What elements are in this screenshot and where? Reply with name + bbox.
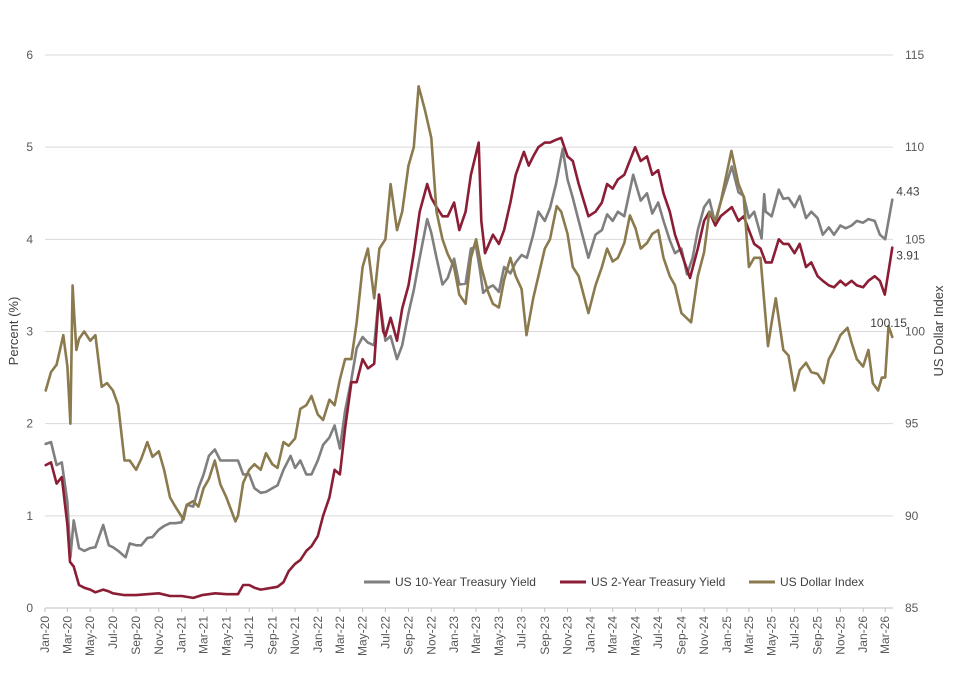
x-tick-label: Sep-21 [265, 616, 279, 655]
x-tick-label: Nov-25 [833, 616, 847, 655]
right-axis-title: US Dollar Index [931, 285, 946, 377]
y-tick-label: 6 [26, 48, 33, 62]
x-tick-label: Jan-23 [447, 616, 461, 653]
x-tick-label: Jan-24 [583, 616, 597, 653]
legend-label-10y: US 10-Year Treasury Yield [395, 575, 536, 589]
x-tick-label: Sep-23 [538, 616, 552, 655]
x-tick-label: Mar-26 [878, 616, 892, 654]
x-tick-label: Jan-26 [856, 616, 870, 653]
y-tick-label: 0 [26, 601, 33, 615]
x-tick-label: Mar-24 [606, 616, 620, 654]
x-tick-label: Nov-20 [152, 616, 166, 655]
end-value-label: 100.15 [870, 316, 907, 330]
x-tick-label: May-24 [628, 616, 642, 656]
legend-label-2y: US 2-Year Treasury Yield [591, 575, 725, 589]
x-axis: Jan-20 Mar-20 May-20 Jul-20 Sep-20 Nov-20 Jan-… [38, 607, 893, 656]
x-tick-label: Sep-24 [674, 616, 688, 655]
x-tick-label: Jul-25 [787, 616, 801, 649]
y2-tick-label: 115 [905, 48, 924, 62]
series-lines [44, 85, 894, 600]
x-tick-label: May-22 [356, 616, 370, 656]
x-tick-label: Jan-25 [720, 616, 734, 653]
x-tick-label: Jan-22 [311, 616, 325, 653]
y-tick-label: 5 [26, 140, 33, 154]
y2-tick-label: 100 [905, 325, 925, 339]
end-value-labels: 4.43 3.91 100.15 [870, 185, 920, 330]
right-y-axis: 85 90 95 100 105 110 115 [905, 48, 925, 615]
y-tick-label: 2 [26, 417, 33, 431]
x-tick-label: Mar-20 [60, 616, 74, 654]
x-tick-label: Jan-21 [175, 616, 189, 653]
x-tick-label: Mar-23 [469, 616, 483, 654]
y2-tick-label: 90 [905, 509, 919, 523]
y2-tick-label: 105 [905, 232, 925, 246]
x-tick-label: Jul-23 [515, 616, 529, 649]
x-tick-label: Nov-22 [424, 616, 438, 655]
y2-tick-label: 95 [905, 417, 919, 431]
x-tick-label: Mar-25 [742, 616, 756, 654]
series-dollar-index-line [44, 85, 894, 523]
y-tick-label: 3 [26, 325, 33, 339]
series-2y-yield-line [44, 136, 894, 600]
x-tick-label: Jul-20 [106, 616, 120, 649]
left-y-axis: 0 1 2 3 4 5 6 [26, 48, 33, 615]
x-tick-label: Jul-22 [378, 616, 392, 649]
x-tick-label: Jul-21 [242, 616, 256, 649]
x-tick-label: May-20 [83, 616, 97, 656]
legend: US 10-Year Treasury Yield US 2-Year Trea… [364, 575, 864, 589]
y-tick-label: 1 [26, 509, 33, 523]
y2-tick-label: 110 [905, 140, 924, 154]
x-tick-label: Nov-24 [697, 616, 711, 655]
x-tick-label: May-23 [492, 616, 506, 656]
gridlines [45, 54, 893, 609]
x-tick-label: Mar-21 [197, 616, 211, 654]
x-tick-label: Jul-24 [651, 616, 665, 649]
legend-label-dxy: US Dollar Index [780, 575, 864, 589]
left-axis-title: Percent (%) [6, 297, 21, 366]
x-tick-label: Nov-23 [561, 616, 575, 655]
x-tick-label: May-21 [219, 616, 233, 656]
x-tick-label: Mar-22 [333, 616, 347, 654]
x-tick-label: Jan-20 [38, 616, 52, 653]
x-tick-label: Sep-22 [402, 616, 416, 655]
y-tick-label: 4 [26, 232, 33, 246]
x-tick-label: Nov-21 [288, 616, 302, 655]
x-tick-label: May-25 [765, 616, 779, 656]
y2-tick-label: 85 [905, 601, 919, 615]
x-tick-label: Sep-20 [129, 616, 143, 655]
x-tick-label: Sep-25 [811, 616, 825, 655]
series-10y-yield-line [44, 147, 894, 559]
end-value-label: 4.43 [896, 185, 920, 199]
end-value-label: 3.91 [896, 249, 920, 263]
